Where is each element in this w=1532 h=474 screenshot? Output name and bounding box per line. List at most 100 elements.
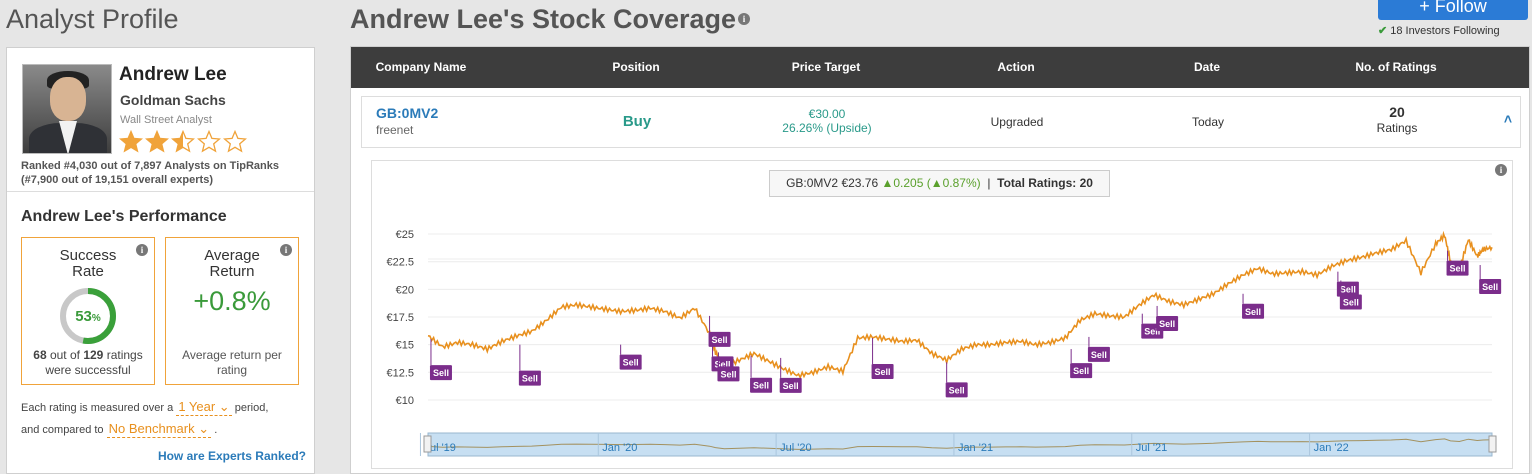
avatar: [22, 64, 112, 154]
analyst-name: Andrew Lee: [119, 64, 227, 85]
sell-label: Sell: [949, 385, 965, 395]
info-icon[interactable]: i: [1495, 164, 1507, 176]
column-price-target[interactable]: Price Target: [791, 60, 861, 74]
average-return-value: +0.8%: [193, 286, 271, 316]
stock-coverage-title: Andrew Lee's Stock Coverage i: [350, 4, 751, 35]
y-tick-label: €22.5: [386, 257, 414, 269]
navigator-label: Jul '20: [780, 442, 811, 454]
navigator-label: Jan '20: [602, 442, 637, 454]
sell-marker: [1156, 315, 1179, 331]
price-line: [427, 230, 1493, 380]
ticker-link[interactable]: GB:0MV2: [376, 105, 439, 121]
success-rate-box: Success Rate i 53% 68 out of 129 ratings …: [21, 237, 155, 385]
benchmark-line: and compared to No Benchmark ⌄ .: [21, 421, 218, 438]
overall-ranking-line: (#7,900 out of 19,151 overall experts): [21, 174, 213, 186]
column-action[interactable]: Action: [997, 60, 1035, 74]
price-target-value: €30.00: [808, 107, 846, 121]
sell-marker: [518, 370, 541, 386]
how-experts-ranked-link[interactable]: How are Experts Ranked?: [157, 449, 306, 463]
sell-marker: [429, 365, 452, 381]
position-value: Buy: [622, 113, 652, 130]
sell-marker: [779, 377, 802, 393]
successful-ratings-text: 68 out of 129 ratings were successful: [33, 348, 143, 377]
sell-marker: [1339, 294, 1362, 310]
success-rate-value: 53%: [75, 308, 101, 325]
sell-label: Sell: [1482, 282, 1498, 292]
y-tick-label: €12.5: [386, 367, 414, 379]
table-header: Company Name Position Price Target Actio…: [351, 47, 1529, 88]
period-dropdown[interactable]: 1 Year ⌄: [176, 399, 232, 416]
star-rating: [119, 130, 247, 154]
benchmark-dropdown[interactable]: No Benchmark ⌄: [106, 421, 212, 438]
navigator-line: [427, 438, 1493, 450]
average-return-title: Average Return: [204, 247, 260, 280]
sell-label: Sell: [753, 381, 769, 391]
navigator-left-handle: [423, 435, 432, 453]
sell-marker: [750, 377, 773, 393]
sell-marker: [945, 382, 968, 398]
star-icon: [171, 130, 195, 153]
sell-label: Sell: [1343, 298, 1359, 308]
sell-label: Sell: [433, 368, 449, 378]
column-date[interactable]: Date: [1193, 60, 1220, 74]
sell-marker: [871, 364, 894, 380]
column-num-ratings[interactable]: No. of Ratings: [1355, 60, 1437, 74]
sell-marker: [708, 331, 731, 347]
star-icon: [145, 130, 169, 153]
sell-label: Sell: [1245, 307, 1261, 317]
navigator-label: Jan '21: [958, 442, 993, 454]
sell-label: Sell: [715, 359, 731, 369]
sell-label: Sell: [1450, 264, 1466, 274]
performance-title: Andrew Lee's Performance: [21, 208, 227, 225]
column-company-name[interactable]: Company Name: [375, 60, 467, 74]
sell-marker: [1479, 279, 1502, 295]
star-icon: [223, 130, 247, 153]
info-icon[interactable]: i: [738, 12, 751, 25]
info-icon[interactable]: i: [280, 244, 292, 256]
ranking-line: Ranked #4,030 out of 7,897 Analysts on T…: [21, 160, 279, 172]
sell-label: Sell: [1144, 327, 1160, 337]
investors-following: ✔ 18 Investors Following: [1378, 25, 1500, 37]
average-return-box: Average Return i +0.8% Average return per…: [165, 237, 299, 385]
success-rate-donut: [60, 288, 116, 344]
date-value: Today: [1191, 115, 1225, 129]
navigator-label: Jul '21: [1136, 442, 1167, 454]
sell-label: Sell: [623, 358, 639, 368]
star-icon: [119, 130, 143, 153]
sell-label: Sell: [1091, 350, 1107, 360]
y-tick-label: €17.5: [386, 312, 414, 324]
sell-marker: [1446, 260, 1469, 276]
sell-label: Sell: [1340, 285, 1356, 295]
price-change: ▲0.205: [881, 176, 924, 190]
navigator-label: Jul '19: [424, 442, 455, 454]
success-rate-title: Success Rate: [59, 247, 117, 280]
upside-value: 26.26% (Upside): [782, 121, 872, 135]
sell-marker: [1070, 363, 1093, 379]
info-icon[interactable]: i: [136, 244, 148, 256]
column-position[interactable]: Position: [612, 60, 660, 74]
price-change-percent: (▲0.87%): [926, 176, 981, 190]
average-return-description: Average return per rating: [182, 348, 282, 377]
check-icon: ✔: [1378, 25, 1388, 37]
company-name: freenet: [376, 123, 414, 137]
table-row[interactable]: GB:0MV2 freenet Buy €30.00 26.26% (Upsid…: [361, 96, 1521, 148]
sell-marker: [1336, 281, 1359, 297]
analyst-role: Wall Street Analyst: [120, 114, 212, 126]
coverage-panel: Company Name Position Price Target Actio…: [350, 46, 1530, 474]
period-line: Each rating is measured over a 1 Year ⌄ …: [21, 399, 269, 416]
sell-label: Sell: [875, 367, 891, 377]
sell-marker: [1087, 346, 1110, 362]
sell-label: Sell: [522, 374, 538, 384]
follow-button[interactable]: + Follow: [1378, 0, 1528, 20]
sell-label: Sell: [1159, 319, 1175, 329]
chevron-up-icon[interactable]: ˄: [1503, 111, 1512, 127]
analyst-profile-title: Analyst Profile: [6, 4, 179, 34]
star-icon: [197, 130, 221, 153]
price-target: €30.00 26.26% (Upside): [752, 107, 902, 135]
y-tick-label: €20: [396, 284, 414, 296]
sell-marker: [1242, 303, 1265, 319]
action-value: Upgraded: [990, 115, 1044, 129]
ranking-text: Ranked #4,030 out of 7,897 Analysts on T…: [21, 159, 279, 187]
y-tick-label: €10: [396, 395, 414, 407]
navigator-right-handle: [1488, 435, 1497, 453]
